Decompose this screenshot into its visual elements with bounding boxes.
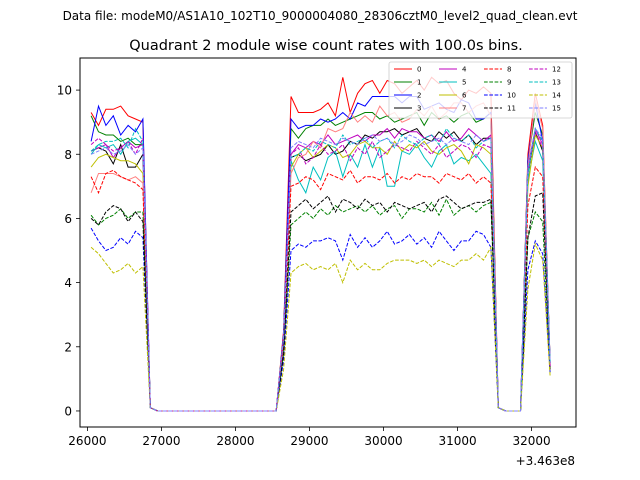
y-tick-label: 2: [64, 340, 72, 354]
x-tick-label: 31000: [438, 434, 476, 448]
chart-title: Quadrant 2 module wise count rates with …: [129, 38, 523, 54]
legend-label-11: 11: [507, 105, 516, 113]
legend-label-8: 8: [507, 66, 511, 74]
series-line-15: [90, 127, 551, 412]
x-tick-label: 32000: [512, 434, 550, 448]
x-axis: 26000 27000 28000 29000 30000 31000 32000: [68, 427, 551, 448]
series-line-13: [90, 127, 551, 412]
legend-label-6: 6: [462, 92, 467, 100]
series-line-10: [90, 227, 551, 412]
series-line-12: [90, 130, 551, 412]
legend-label-14: 14: [552, 92, 561, 100]
x-tick-label: 27000: [142, 434, 180, 448]
legend-label-4: 4: [462, 66, 467, 74]
legend-label-9: 9: [507, 79, 511, 87]
x-offset-label: +3.463e8: [516, 454, 575, 468]
legend-label-7: 7: [462, 105, 466, 113]
x-tick-label: 29000: [290, 434, 328, 448]
y-tick-label: 10: [57, 84, 72, 98]
figure-suptitle: Data file: modeM0/AS1A10_102T10_90000040…: [63, 9, 578, 23]
y-tick-label: 0: [64, 404, 72, 418]
x-tick-label: 30000: [364, 434, 402, 448]
series-line-14: [90, 242, 551, 412]
legend-label-0: 0: [417, 66, 421, 74]
y-tick-label: 6: [64, 212, 72, 226]
y-tick-label: 4: [64, 276, 72, 290]
y-axis: 0 2 4 6 8 10: [57, 84, 80, 418]
legend-label-5: 5: [462, 79, 466, 87]
series-line-11: [90, 192, 551, 412]
legend-label-12: 12: [552, 66, 561, 74]
y-tick-label: 8: [64, 148, 72, 162]
axes-frame: [79, 57, 577, 428]
legend-label-15: 15: [552, 105, 561, 113]
x-tick-label: 26000: [68, 434, 106, 448]
x-tick-label: 28000: [216, 434, 254, 448]
legend-label-1: 1: [417, 79, 421, 87]
legend-box: [388, 61, 573, 119]
legend-label-13: 13: [552, 79, 561, 87]
legend-label-3: 3: [417, 105, 421, 113]
legend-label-2: 2: [417, 92, 421, 100]
plot-area: [90, 76, 551, 412]
legend-label-10: 10: [507, 92, 516, 100]
